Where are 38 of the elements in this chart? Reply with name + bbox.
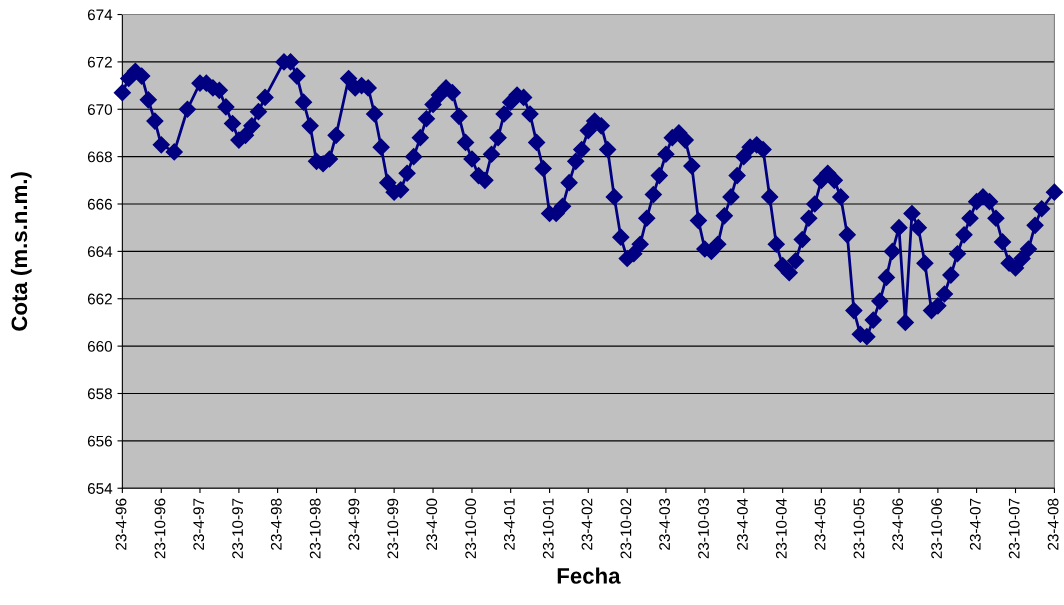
x-axis-title: Fecha: [557, 567, 621, 584]
x-tick-label: 23-4-02: [581, 498, 593, 550]
x-tick-label: 23-4-05: [814, 498, 826, 550]
x-tick-label: 23-10-01: [542, 498, 554, 559]
x-tick-label: 23-10-98: [309, 498, 321, 559]
x-tick-label: 23-4-03: [659, 498, 671, 550]
x-tick-label: 23-10-03: [698, 498, 709, 559]
x-tick-label: 23-4-98: [270, 498, 282, 550]
x-tick-label: 23-4-97: [193, 498, 205, 550]
x-tick-label: 23-4-08: [1047, 498, 1059, 550]
y-tick-label: 654: [87, 483, 113, 494]
y-tick-label: 670: [87, 104, 113, 115]
x-tick-label: 23-10-02: [620, 498, 632, 559]
x-tick-label: 23-10-05: [853, 498, 865, 559]
x-tick-label: 23-10-97: [232, 498, 243, 559]
x-tick-label: 23-10-04: [775, 498, 787, 559]
y-tick-label: 656: [87, 435, 112, 447]
y-tick-label: 674: [87, 9, 113, 21]
y-tick-label: 662: [87, 293, 112, 305]
y-tick-label: 666: [87, 198, 112, 210]
x-tick-label: 23-10-07: [1008, 498, 1020, 559]
x-tick-label: 23-10-00: [465, 498, 477, 559]
y-tick-label: 664: [87, 246, 113, 258]
x-tick-label: 23-4-01: [503, 498, 515, 550]
x-tick-label: 23-10-96: [154, 498, 166, 559]
y-axis-title: Cota (m.s.n.m.): [10, 172, 32, 331]
x-tick-label: 23-4-04: [737, 498, 748, 550]
x-tick-label: 23-4-96: [115, 498, 127, 550]
y-tick-label: 672: [87, 56, 112, 68]
y-tick-label: 658: [87, 388, 112, 400]
x-tick-label: 23-4-00: [426, 498, 438, 550]
x-tick-label: 23-4-06: [892, 498, 904, 550]
y-tick-label: 660: [87, 340, 113, 352]
x-tick-label: 23-10-99: [387, 498, 399, 559]
x-tick-label: 23-4-99: [348, 498, 360, 550]
x-tick-label: 23-4-07: [969, 498, 981, 550]
x-tick-label: 23-10-06: [931, 498, 942, 559]
y-tick-label: 668: [87, 151, 112, 163]
